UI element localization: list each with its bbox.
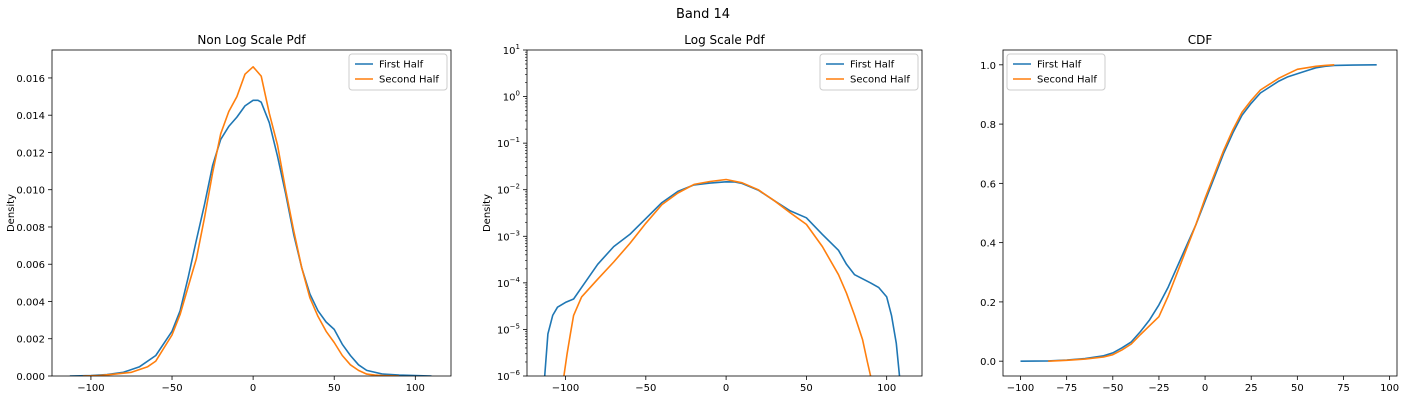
x-tick-label: 100 (406, 383, 425, 394)
y-tick-label: 10−1 (497, 136, 520, 150)
y-axis-label: Density (482, 194, 493, 232)
x-tick-label: −50 (161, 383, 182, 394)
legend-label: First Half (850, 60, 895, 71)
y-tick-label: 0.016 (16, 74, 45, 85)
x-tick-label: 100 (877, 383, 896, 394)
subplot-title: CDF (1188, 33, 1213, 47)
y-tick-base: 10 (497, 232, 510, 243)
y-tick-base: 10 (497, 139, 510, 150)
y-tick-label: 100 (503, 90, 520, 104)
y-tick-label: 0.4 (980, 239, 996, 250)
legend-label: First Half (379, 60, 424, 71)
y-tick-label: 0.000 (16, 372, 45, 383)
y-tick-label: 10−2 (497, 183, 520, 197)
y-tick-exponent: 0 (516, 90, 520, 98)
y-tick-label: 0.0 (980, 357, 996, 368)
subplot-1: Non Log Scale Pdf Density −100 −50 0 50 100 0.0… (6, 33, 452, 394)
legend-box (819, 53, 919, 91)
legend-label: Second Half (379, 75, 439, 86)
y-tick-exponent: −3 (510, 229, 520, 237)
y-tick-base: 10 (497, 372, 510, 383)
plot-frame (51, 49, 452, 377)
y-tick-label: 0.008 (16, 223, 45, 234)
y-tick-exponent: −6 (510, 369, 521, 377)
y-tick-label: 0.2 (980, 298, 996, 309)
x-tick-label: 0 (1202, 383, 1208, 394)
y-tick-base: 10 (497, 325, 510, 336)
y-tick-label: 0.010 (16, 186, 45, 197)
plot-frame (1002, 49, 1398, 377)
series-line-first-half (543, 181, 901, 376)
y-tick-base: 10 (497, 279, 510, 290)
y-tick-label: 0.002 (16, 335, 45, 346)
series-line-second-half (82, 66, 400, 376)
y-tick-exponent: −2 (510, 183, 520, 191)
x-tick-label: 0 (250, 383, 256, 394)
series-line-first-half (69, 99, 432, 376)
y-tick-label: 0.014 (16, 111, 45, 122)
x-tick-label: 50 (1291, 383, 1304, 394)
x-tick-label: 100 (1380, 383, 1399, 394)
x-tick-label: −100 (552, 383, 579, 394)
y-tick-label: 0.8 (980, 120, 996, 131)
y-tick-label: 10−6 (497, 369, 521, 383)
y-tick-label: 0.004 (16, 297, 45, 308)
y-tick-base: 10 (503, 46, 516, 57)
subplot-title: Non Log Scale Pdf (197, 33, 306, 47)
legend-box (1006, 53, 1106, 91)
legend-label: Second Half (1037, 75, 1097, 86)
legend-box (348, 53, 448, 91)
x-tick-label: −100 (77, 383, 104, 394)
x-tick-label: 50 (800, 383, 813, 394)
legend: First Half Second Half (819, 53, 919, 91)
x-tick-label: 50 (328, 383, 341, 394)
y-tick-label: 0.6 (980, 179, 996, 190)
x-tick-label: −100 (1007, 383, 1034, 394)
legend-label: First Half (1037, 60, 1082, 71)
y-tick-label: 10−4 (497, 276, 521, 290)
y-tick-base: 10 (503, 93, 516, 104)
y-tick-exponent: −4 (510, 276, 521, 284)
x-tick-label: 25 (1245, 383, 1258, 394)
series-line-second-half (563, 178, 872, 376)
y-tick-exponent: −1 (510, 136, 520, 144)
figure-suptitle: Band 14 (676, 7, 730, 22)
y-tick-exponent: 1 (516, 43, 520, 51)
series-line-second-half (1048, 64, 1335, 362)
y-axis-label: Density (6, 194, 17, 232)
y-tick-label: 0.012 (16, 148, 45, 159)
x-tick-label: 0 (723, 383, 729, 394)
x-tick-label: −25 (1148, 383, 1169, 394)
legend-label: Second Half (850, 75, 910, 86)
x-tick-label: −75 (1056, 383, 1077, 394)
legend: First Half Second Half (1006, 53, 1106, 91)
y-tick-label: 1.0 (980, 61, 996, 72)
x-tick-label: −50 (1102, 383, 1123, 394)
y-tick-base: 10 (497, 186, 510, 197)
y-tick-label: 101 (503, 43, 520, 57)
y-tick-label: 0.006 (16, 260, 45, 271)
subplot-3: CDF −100 −75 −50 −25 0 25 50 75 100 0.0 0.2 0.4 0.6 0.… (980, 33, 1399, 394)
x-tick-label: 75 (1337, 383, 1350, 394)
y-tick-label: 10−5 (497, 322, 520, 336)
x-tick-label: −50 (635, 383, 656, 394)
series-line-first-half (1020, 64, 1377, 362)
y-tick-label: 10−3 (497, 229, 520, 243)
plot-frame (526, 49, 923, 377)
subplot-title: Log Scale Pdf (684, 33, 765, 47)
legend: First Half Second Half (348, 53, 448, 91)
y-tick-exponent: −5 (510, 322, 520, 330)
